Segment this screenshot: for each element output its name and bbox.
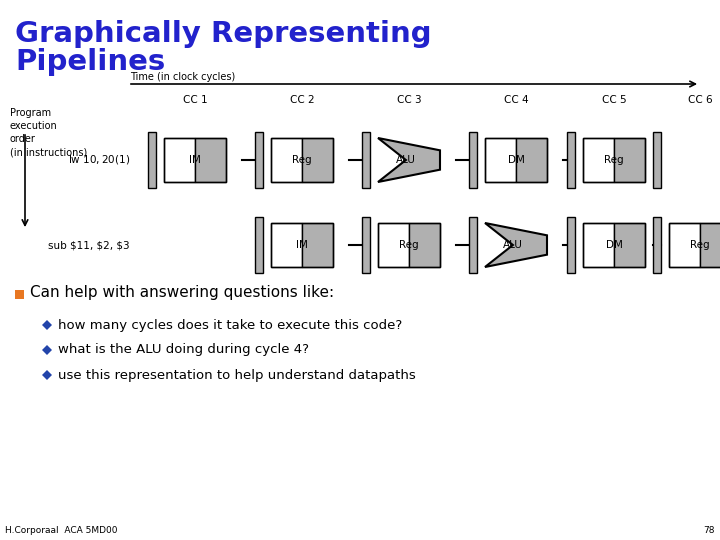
Text: how many cycles does it take to execute this code?: how many cycles does it take to execute …	[58, 319, 402, 332]
Text: H.Corporaal  ACA 5MD00: H.Corporaal ACA 5MD00	[5, 526, 117, 535]
Text: IM: IM	[296, 240, 308, 250]
Bar	[583, 138, 645, 182]
Bar	[700, 223, 720, 267]
Bar	[614, 223, 645, 267]
Bar	[409, 223, 440, 267]
Bar	[302, 138, 333, 182]
Text: ALU: ALU	[503, 240, 523, 250]
Bar	[485, 138, 547, 182]
Bar	[583, 138, 614, 182]
Polygon shape	[42, 370, 52, 380]
Bar	[583, 223, 614, 267]
Polygon shape	[42, 345, 52, 355]
Text: Pipelines: Pipelines	[15, 48, 166, 76]
Bar	[164, 138, 226, 182]
Text: DM: DM	[508, 155, 524, 165]
Bar	[271, 223, 302, 267]
Bar	[669, 223, 700, 267]
Bar	[15, 290, 24, 299]
Bar	[378, 223, 409, 267]
Bar	[669, 223, 720, 267]
Text: use this representation to help understand datapaths: use this representation to help understa…	[58, 368, 415, 381]
Text: Reg: Reg	[399, 240, 419, 250]
Bar	[469, 132, 477, 188]
Bar	[378, 223, 440, 267]
Text: 78: 78	[703, 526, 715, 535]
Polygon shape	[378, 138, 440, 182]
Text: CC 3: CC 3	[397, 95, 421, 105]
Polygon shape	[42, 320, 52, 330]
Text: CC 6: CC 6	[688, 95, 712, 105]
Bar	[195, 138, 226, 182]
Bar	[302, 223, 333, 267]
Bar	[516, 138, 547, 182]
Bar	[271, 223, 333, 267]
Text: Program
execution
order
(in instructions): Program execution order (in instructions…	[10, 108, 87, 158]
Bar	[362, 132, 370, 188]
Bar	[362, 217, 370, 273]
Bar	[653, 217, 661, 273]
Text: CC 1: CC 1	[183, 95, 207, 105]
Text: CC 5: CC 5	[602, 95, 626, 105]
Polygon shape	[485, 223, 547, 267]
Bar	[567, 217, 575, 273]
Text: Graphically Representing: Graphically Representing	[15, 20, 431, 48]
Bar	[583, 223, 645, 267]
Text: Reg: Reg	[604, 155, 624, 165]
Text: ALU: ALU	[396, 155, 416, 165]
Bar	[653, 132, 661, 188]
Text: Can help with answering questions like:: Can help with answering questions like:	[30, 285, 334, 300]
Text: sub $11, $2, $3: sub $11, $2, $3	[48, 240, 130, 250]
Text: CC 2: CC 2	[289, 95, 315, 105]
Text: lw $10, 20($1): lw $10, 20($1)	[68, 153, 130, 166]
Bar	[255, 217, 263, 273]
Bar	[255, 132, 263, 188]
Bar	[271, 138, 302, 182]
Text: Time (in clock cycles): Time (in clock cycles)	[130, 72, 235, 82]
Bar	[469, 217, 477, 273]
Bar	[614, 138, 645, 182]
Bar	[485, 138, 516, 182]
Text: Reg: Reg	[690, 240, 710, 250]
Text: Reg: Reg	[292, 155, 312, 165]
Text: what is the ALU doing during cycle 4?: what is the ALU doing during cycle 4?	[58, 343, 309, 356]
Text: DM: DM	[606, 240, 622, 250]
Bar	[148, 132, 156, 188]
Bar	[164, 138, 195, 182]
Bar	[567, 132, 575, 188]
Text: IM: IM	[189, 155, 201, 165]
Text: CC 4: CC 4	[504, 95, 528, 105]
Bar	[271, 138, 333, 182]
